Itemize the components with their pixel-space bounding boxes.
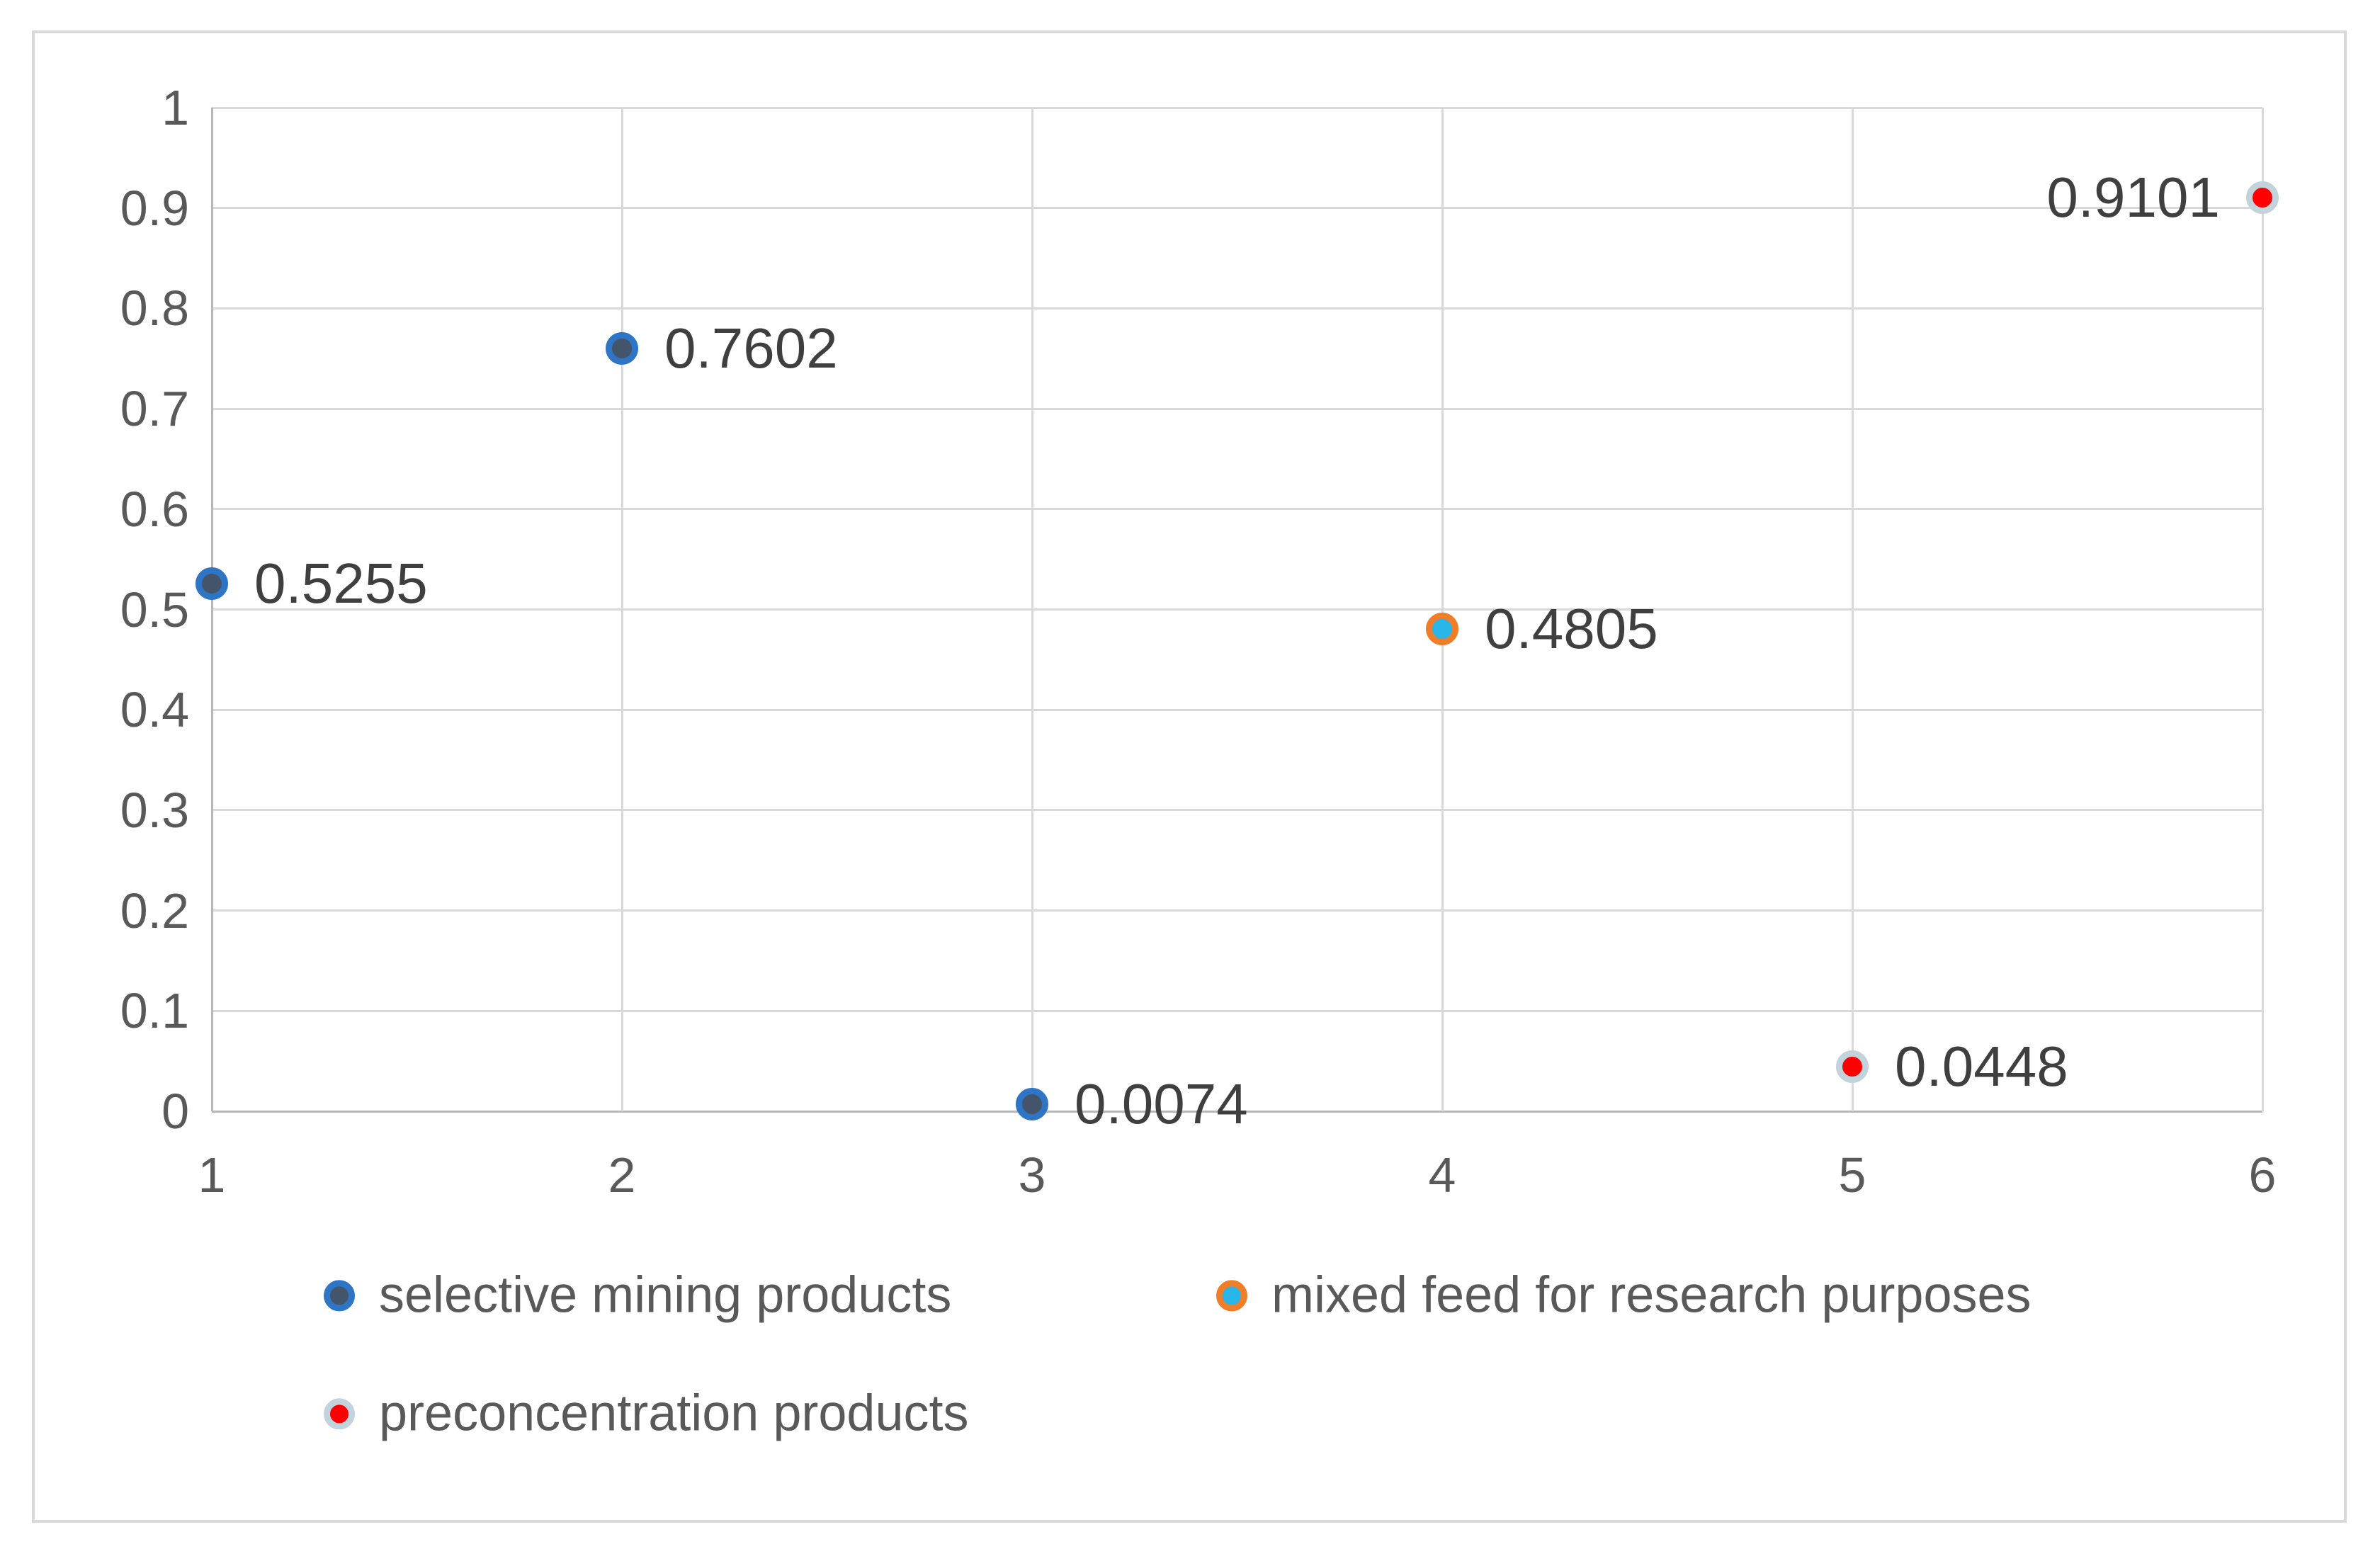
- data-point-label: 0.5255: [254, 552, 428, 615]
- legend-item: selective mining products: [324, 1267, 951, 1323]
- y-gridline: [212, 608, 2262, 611]
- x-tick-label: 4: [1428, 1147, 1456, 1203]
- chart-figure: 0.5255 0.7602 0.0074 0.4805 0.0448 0.9101 0 0.1…: [32, 30, 2347, 1523]
- y-gridline: [212, 508, 2262, 511]
- data-point-label: 0.0074: [1075, 1072, 1248, 1135]
- y-tick-label: 0.2: [120, 882, 189, 938]
- y-tick-label: 1: [162, 80, 189, 135]
- y-tick-label: 0.5: [120, 581, 189, 637]
- data-point: [1426, 613, 1458, 646]
- data-point: [1016, 1087, 1048, 1120]
- legend-marker-icon: [324, 1398, 355, 1429]
- legend-marker-icon: [324, 1280, 355, 1311]
- data-point-label: 0.7602: [664, 316, 838, 380]
- y-tick-label: 0: [162, 1084, 189, 1139]
- y-tick-label: 0.4: [120, 682, 189, 738]
- x-tick-label: 2: [608, 1147, 636, 1203]
- y-gridline: [212, 407, 2262, 410]
- y-gridline: [212, 307, 2262, 310]
- y-gridline: [212, 207, 2262, 210]
- x-tick-label: 1: [198, 1147, 226, 1203]
- legend-item: preconcentration products: [324, 1385, 969, 1441]
- y-gridline: [212, 809, 2262, 812]
- legend-label: selective mining products: [379, 1266, 952, 1324]
- x-gridline: [1441, 108, 1444, 1111]
- x-gridline: [1851, 108, 1854, 1111]
- plot-area: 0.5255 0.7602 0.0074 0.4805 0.0448 0.9101: [196, 106, 2279, 1132]
- x-tick-label: 6: [2248, 1147, 2277, 1203]
- y-gridline: [212, 909, 2262, 912]
- data-point: [606, 331, 638, 365]
- data-point-label: 0.9101: [2046, 166, 2220, 229]
- y-tick-label: 0.6: [120, 481, 189, 537]
- y-gridline: [212, 106, 2262, 109]
- x-gridline: [2261, 108, 2264, 1111]
- data-point-label: 0.4805: [1485, 597, 1658, 661]
- x-gridline: [1031, 108, 1033, 1111]
- legend-item: mixed feed for research purposes: [1216, 1267, 2032, 1323]
- x-gridline: [620, 108, 623, 1111]
- y-tick-label: 0.3: [120, 782, 189, 838]
- data-point: [2246, 181, 2279, 215]
- legend-label: mixed feed for research purposes: [1271, 1266, 2032, 1324]
- data-point: [196, 567, 228, 601]
- y-gridline: [212, 1110, 2262, 1113]
- x-tick-label: 5: [1838, 1147, 1866, 1203]
- legend-label: preconcentration products: [379, 1385, 969, 1442]
- x-gridline: [210, 108, 213, 1111]
- y-tick-label: 0.8: [120, 280, 189, 336]
- x-tick-label: 3: [1018, 1147, 1046, 1203]
- y-tick-label: 0.1: [120, 983, 189, 1039]
- legend-marker-icon: [1216, 1280, 1247, 1311]
- data-point-label: 0.0448: [1895, 1034, 2068, 1098]
- y-gridline: [212, 708, 2262, 711]
- data-point: [1836, 1050, 1869, 1083]
- y-gridline: [212, 1009, 2262, 1012]
- y-tick-label: 0.7: [120, 381, 189, 437]
- y-tick-label: 0.9: [120, 180, 189, 236]
